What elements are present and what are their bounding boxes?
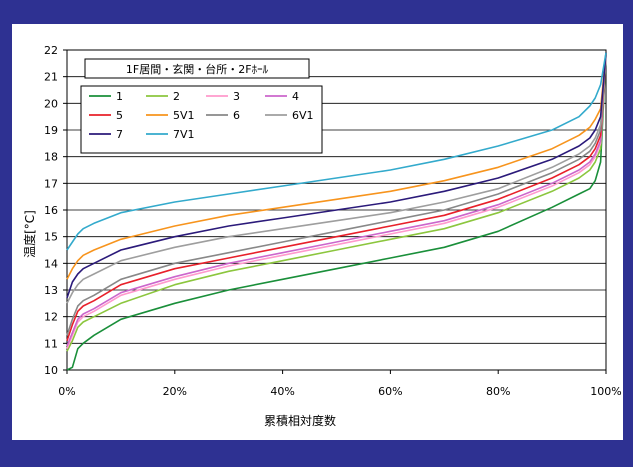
- x-tick-label-5: 100%: [590, 385, 621, 398]
- legend-label-5: 5: [116, 109, 123, 122]
- y-tick-label-9: 19: [44, 124, 58, 137]
- y-axis-label: 温度[°C]: [22, 210, 37, 258]
- y-ticks: 10 11 12 13 14 15 16 17 18 19 20 21 22: [44, 44, 67, 377]
- y-tick-label-3: 13: [44, 284, 58, 297]
- legend-label-2: 2: [173, 90, 180, 103]
- legend-title-box: [84, 58, 310, 79]
- series-line-7: [66, 52, 607, 299]
- x-tick-label-1: 20%: [163, 385, 187, 398]
- x-tick-label-0: 0%: [58, 385, 75, 398]
- y-tick-label-10: 20: [44, 97, 58, 110]
- series-line-2: [66, 52, 607, 352]
- legend-items: 1 2 3 4 5 5V1 6 6V1 7 7V1: [89, 90, 314, 141]
- x-ticks: 0% 20% 40% 60% 80% 100%: [58, 370, 622, 398]
- legend-label-4: 4: [292, 90, 299, 103]
- x-axis-label: 累積相対度数: [264, 413, 336, 428]
- series-line-6: [66, 52, 607, 336]
- x-tick-label-3: 60%: [378, 385, 402, 398]
- legend-label-6v1: 6V1: [292, 109, 314, 122]
- legend: 1F居間・玄関・台所・2Fﾎｰﾙ 1 2 3 4 5 5V1 6 6V1 7 7V1: [80, 58, 323, 154]
- series-line-5: [66, 52, 607, 341]
- y-tick-label-6: 16: [44, 204, 58, 217]
- y-tick-label-0: 10: [44, 364, 58, 377]
- series-line-4: [66, 52, 607, 347]
- series-line-7v1: [66, 52, 607, 251]
- legend-label-3: 3: [233, 90, 240, 103]
- legend-label-7v1: 7V1: [173, 128, 195, 141]
- y-tick-label-11: 21: [44, 71, 58, 84]
- legend-label-6: 6: [233, 109, 240, 122]
- series-line-1: [66, 52, 607, 371]
- y-tick-label-1: 11: [44, 337, 58, 350]
- series-layer: [66, 52, 607, 371]
- legend-label-1: 1: [116, 90, 123, 103]
- chart-panel: 10 11 12 13 14 15 16 17 18 19 20 21 22 0% 20% 40% 60% 80…: [12, 24, 623, 440]
- series-line-5v1: [66, 52, 607, 280]
- x-tick-label-2: 40%: [270, 385, 294, 398]
- legend-box: [80, 85, 323, 154]
- legend-label-7: 7: [116, 128, 123, 141]
- y-tick-label-5: 15: [44, 231, 58, 244]
- y-tick-label-2: 12: [44, 311, 58, 324]
- series-line-3: [66, 52, 607, 349]
- y-tick-label-4: 14: [44, 257, 58, 270]
- series-line-6v1: [66, 52, 607, 304]
- y-tick-label-7: 17: [44, 177, 58, 190]
- y-tick-label-8: 18: [44, 151, 58, 164]
- x-tick-label-4: 80%: [486, 385, 510, 398]
- legend-label-5v1: 5V1: [173, 109, 195, 122]
- legend-title: 1F居間・玄関・台所・2Fﾎｰﾙ: [126, 62, 269, 76]
- y-tick-label-12: 22: [44, 44, 58, 57]
